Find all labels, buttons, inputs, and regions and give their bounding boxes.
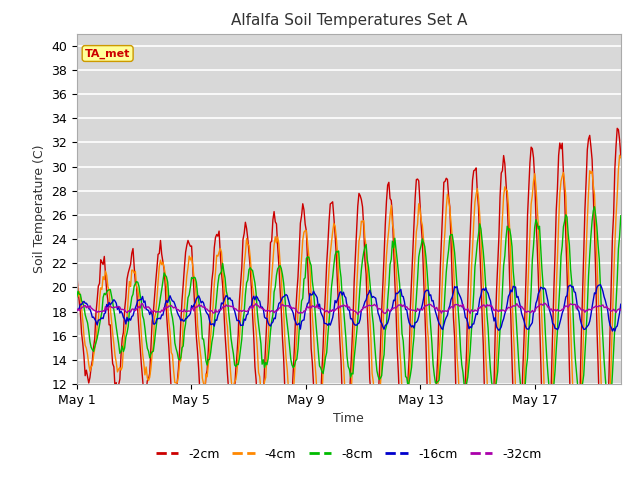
Y-axis label: Soil Temperature (C): Soil Temperature (C) <box>33 144 45 273</box>
X-axis label: Time: Time <box>333 412 364 425</box>
Title: Alfalfa Soil Temperatures Set A: Alfalfa Soil Temperatures Set A <box>230 13 467 28</box>
Legend: -2cm, -4cm, -8cm, -16cm, -32cm: -2cm, -4cm, -8cm, -16cm, -32cm <box>151 443 547 466</box>
Text: TA_met: TA_met <box>85 48 131 59</box>
